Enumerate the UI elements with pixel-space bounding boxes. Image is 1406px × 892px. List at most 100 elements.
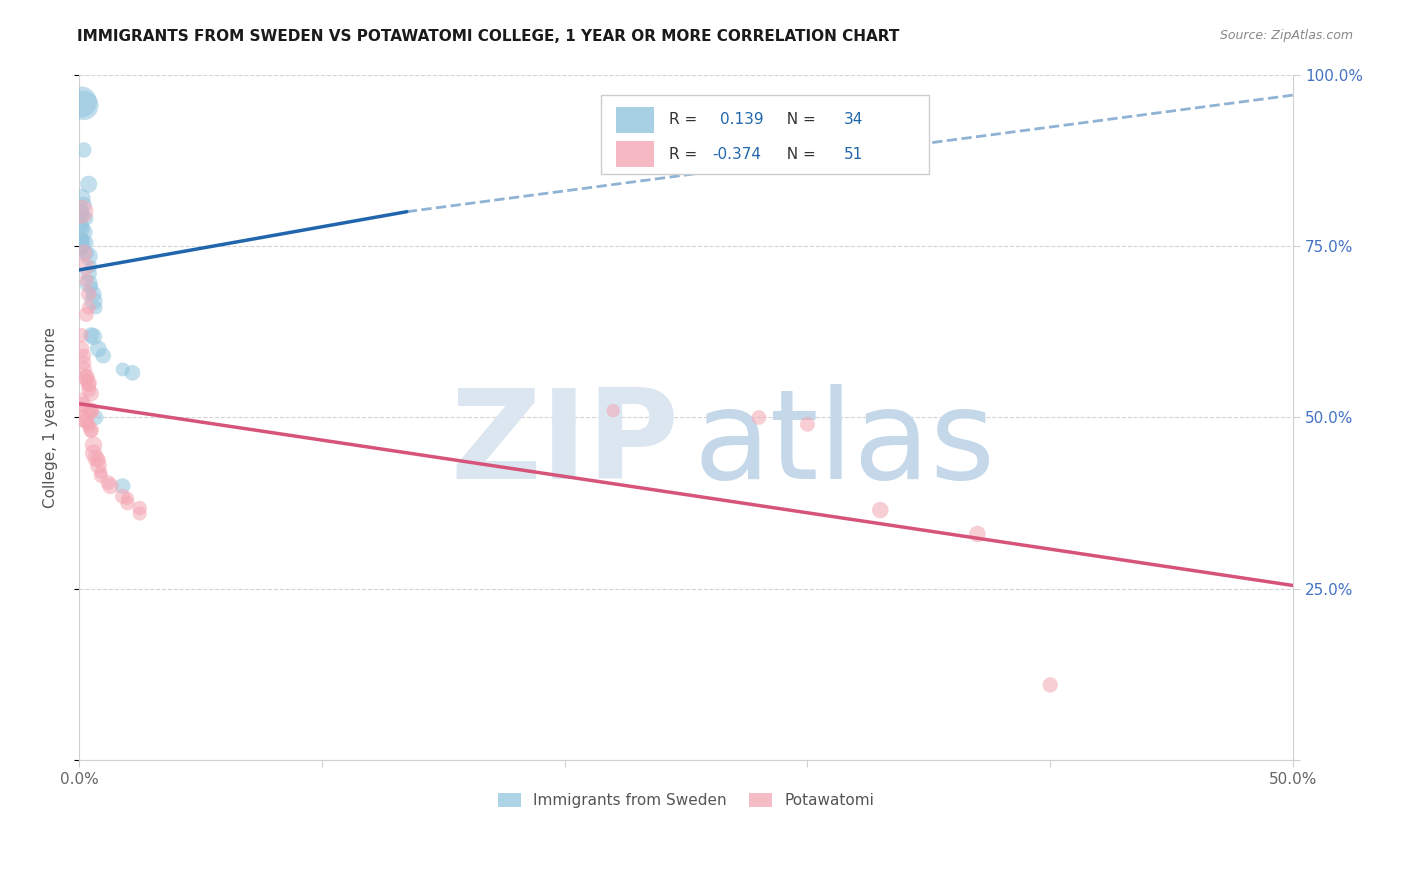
Point bbox=[70, 95, 93, 109]
Point bbox=[80, 328, 103, 343]
Point bbox=[87, 458, 110, 473]
Text: N =: N = bbox=[778, 147, 821, 162]
Point bbox=[70, 393, 93, 408]
Point bbox=[75, 370, 97, 384]
Point bbox=[80, 386, 103, 401]
Point bbox=[73, 225, 96, 239]
Point bbox=[73, 208, 96, 222]
Text: 51: 51 bbox=[844, 147, 863, 162]
Point bbox=[75, 260, 97, 274]
Point bbox=[128, 500, 150, 515]
Point bbox=[91, 349, 114, 363]
Bar bbox=[616, 107, 654, 133]
Point bbox=[87, 342, 110, 356]
Point bbox=[75, 273, 97, 287]
Point bbox=[73, 355, 96, 369]
Point bbox=[111, 479, 134, 493]
Point bbox=[70, 410, 93, 425]
Point bbox=[90, 468, 112, 483]
Point bbox=[77, 178, 100, 192]
Point bbox=[90, 466, 112, 480]
Point bbox=[70, 219, 93, 233]
Point bbox=[73, 397, 96, 411]
Point bbox=[966, 527, 988, 541]
Point bbox=[75, 235, 97, 250]
Point bbox=[83, 293, 105, 308]
Point bbox=[73, 143, 96, 157]
Point bbox=[80, 405, 103, 419]
Point bbox=[70, 243, 93, 257]
Point bbox=[77, 249, 100, 263]
Point bbox=[1039, 678, 1062, 692]
Point bbox=[73, 412, 96, 426]
Point bbox=[77, 301, 100, 315]
Point bbox=[87, 453, 110, 467]
Point bbox=[84, 301, 107, 315]
Point bbox=[70, 191, 93, 205]
Point bbox=[83, 446, 105, 460]
Point bbox=[121, 366, 143, 380]
Point bbox=[70, 204, 93, 219]
Point bbox=[70, 222, 93, 236]
Text: ZIP: ZIP bbox=[450, 384, 679, 506]
Point bbox=[77, 287, 100, 301]
Point bbox=[869, 503, 891, 517]
Point bbox=[111, 489, 134, 503]
Point bbox=[75, 373, 97, 387]
Point bbox=[77, 277, 100, 291]
Point bbox=[70, 204, 93, 219]
Point bbox=[97, 475, 120, 490]
Point bbox=[77, 417, 100, 432]
Point bbox=[83, 329, 105, 343]
Point bbox=[70, 328, 93, 343]
Point bbox=[75, 211, 97, 226]
Point bbox=[83, 438, 105, 452]
Point bbox=[84, 451, 107, 466]
Point bbox=[100, 479, 122, 493]
Point bbox=[80, 260, 103, 274]
Point bbox=[80, 423, 103, 437]
Point bbox=[80, 280, 103, 294]
Text: N =: N = bbox=[778, 112, 821, 127]
Point bbox=[75, 308, 97, 322]
Point bbox=[77, 418, 100, 433]
Point bbox=[111, 362, 134, 376]
Point bbox=[70, 239, 93, 253]
Point bbox=[75, 414, 97, 428]
Point bbox=[73, 198, 96, 212]
Point bbox=[80, 424, 103, 438]
Point bbox=[77, 376, 100, 391]
Text: R =: R = bbox=[669, 112, 707, 127]
Point bbox=[75, 245, 97, 260]
Text: atlas: atlas bbox=[693, 384, 995, 506]
Text: 34: 34 bbox=[844, 112, 863, 127]
Text: -0.374: -0.374 bbox=[713, 147, 762, 162]
Point bbox=[73, 98, 96, 112]
Point bbox=[70, 342, 93, 356]
Y-axis label: College, 1 year or more: College, 1 year or more bbox=[44, 327, 58, 508]
Point bbox=[77, 377, 100, 392]
Text: R =: R = bbox=[669, 147, 702, 162]
Text: Source: ZipAtlas.com: Source: ZipAtlas.com bbox=[1219, 29, 1353, 42]
Bar bbox=[616, 141, 654, 167]
Point bbox=[77, 383, 100, 397]
Point bbox=[73, 245, 96, 260]
Point bbox=[128, 507, 150, 521]
Point bbox=[70, 232, 93, 246]
Point bbox=[602, 403, 624, 417]
Point bbox=[73, 349, 96, 363]
Point bbox=[796, 417, 818, 432]
Point bbox=[75, 369, 97, 384]
Point bbox=[117, 491, 139, 506]
Bar bbox=[600, 95, 929, 174]
Text: IMMIGRANTS FROM SWEDEN VS POTAWATOMI COLLEGE, 1 YEAR OR MORE CORRELATION CHART: IMMIGRANTS FROM SWEDEN VS POTAWATOMI COL… bbox=[77, 29, 900, 44]
Point bbox=[80, 403, 103, 417]
Point bbox=[77, 267, 100, 281]
Text: 0.139: 0.139 bbox=[720, 112, 763, 127]
Point bbox=[748, 410, 770, 425]
Legend: Immigrants from Sweden, Potawatomi: Immigrants from Sweden, Potawatomi bbox=[492, 787, 880, 814]
Point bbox=[84, 410, 107, 425]
Point bbox=[73, 234, 96, 248]
Point bbox=[117, 496, 139, 510]
Point bbox=[73, 362, 96, 376]
